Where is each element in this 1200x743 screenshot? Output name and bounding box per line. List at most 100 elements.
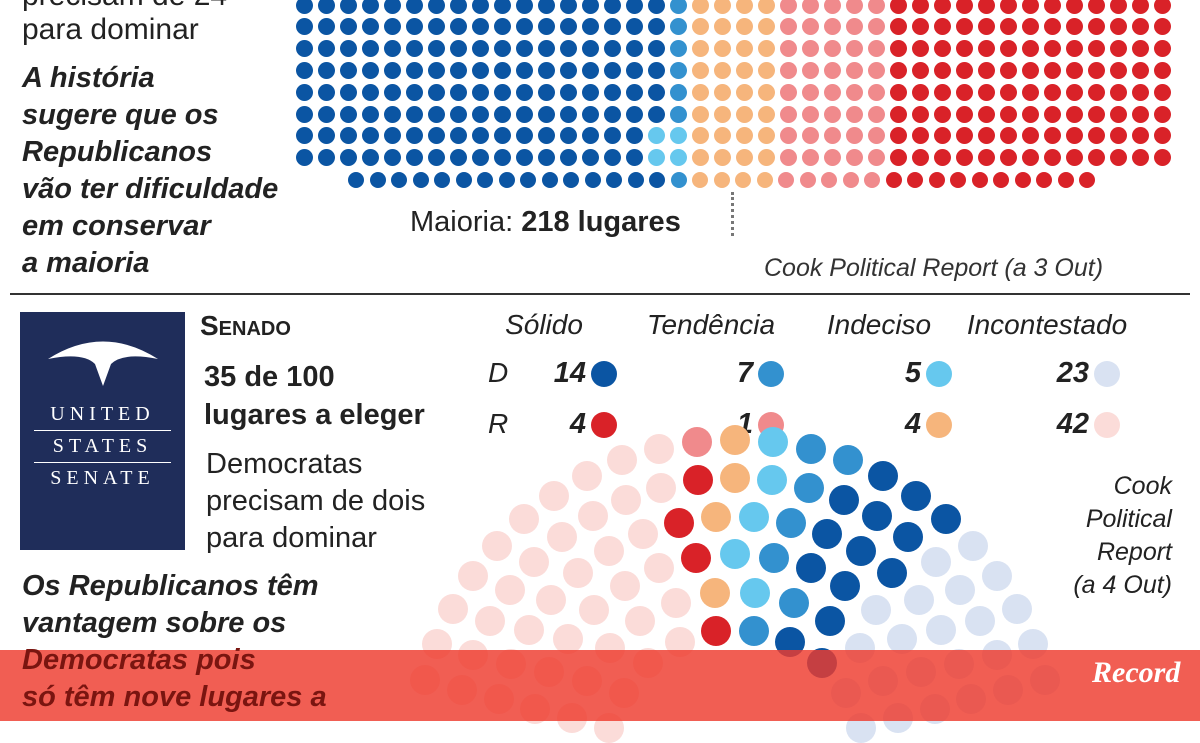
house-seat (515, 61, 533, 79)
house-seat (493, 149, 511, 167)
house-seat (911, 40, 929, 58)
house-seat (756, 172, 773, 188)
house-seat (339, 149, 357, 167)
house-seat (801, 83, 819, 101)
house-seat (907, 172, 923, 188)
senate-seat (926, 615, 957, 646)
house-seat (999, 105, 1017, 123)
house-seat (1043, 61, 1061, 79)
senate-seat (720, 425, 750, 455)
house-seat (1153, 18, 1171, 36)
legend-value: 5 (904, 357, 921, 389)
house-seat (339, 105, 357, 123)
house-seat (669, 40, 687, 58)
house-seat (603, 0, 621, 14)
line: Republicanos (22, 136, 213, 168)
senate-seat (495, 574, 526, 605)
house-seat (670, 172, 687, 188)
house-seat (1021, 18, 1039, 36)
house-seat (405, 61, 423, 79)
house-seat (955, 149, 973, 167)
house-seat (369, 172, 386, 188)
house-seat (339, 83, 357, 101)
house-seat (493, 18, 511, 36)
house-seat (383, 0, 401, 14)
house-seat (757, 105, 775, 123)
house-seat (471, 83, 489, 101)
house-seat (520, 172, 536, 188)
house-seat (669, 18, 687, 36)
house-seat (339, 61, 357, 79)
house-seat (1021, 61, 1039, 79)
house-seat (1014, 172, 1031, 188)
house-seat (559, 127, 577, 145)
senate-seat (720, 539, 750, 569)
house-seat (493, 40, 511, 58)
house-seat (1021, 127, 1039, 145)
house-seat (1087, 83, 1105, 101)
legend-header: Incontestado (966, 309, 1128, 340)
legend-swatch (1094, 361, 1120, 387)
house-seat (471, 61, 489, 79)
house-seat (1043, 127, 1061, 145)
house-seat (647, 127, 665, 145)
house-seat (449, 18, 467, 36)
house-seat (779, 83, 797, 101)
legend-swatch (926, 361, 952, 387)
house-seat (559, 61, 577, 79)
house-seat (361, 105, 379, 123)
senate-seat (779, 587, 810, 618)
house-seat (977, 18, 995, 36)
house-seat (1021, 40, 1039, 58)
house-seat (581, 40, 599, 58)
house-seat (317, 105, 335, 123)
house-seat (669, 0, 687, 14)
house-seat (801, 40, 819, 58)
house-seat (1153, 61, 1171, 79)
house-seat (603, 61, 621, 79)
record-logo[interactable]: Record (1092, 656, 1181, 689)
house-seat (493, 105, 511, 123)
senate-seat (846, 536, 877, 567)
senate-seat (481, 531, 512, 562)
house-seat (361, 149, 379, 167)
senate-seat (682, 465, 713, 496)
house-seat (471, 18, 489, 36)
senate-seat (720, 463, 750, 493)
house-seat (977, 0, 995, 14)
house-seat (581, 0, 599, 14)
senate-seat (457, 561, 488, 592)
legend-swatch (926, 412, 952, 438)
house-seat (584, 172, 601, 188)
house-seat (735, 0, 753, 14)
line: para dominar (206, 522, 377, 554)
house-seat (823, 61, 841, 79)
house-seat (339, 0, 357, 14)
house-seat (950, 172, 966, 188)
senate-seat (437, 594, 468, 625)
house-seat (537, 40, 555, 58)
house-seat (845, 0, 863, 14)
house-seat (383, 18, 401, 36)
house-seat (1043, 105, 1061, 123)
house-seat (515, 149, 533, 167)
brand-banner (0, 650, 1200, 721)
line: sugere que os (22, 99, 219, 131)
logo-text: STATES (52, 435, 153, 457)
house-seat (757, 0, 775, 14)
house-seat (1109, 18, 1127, 36)
senate-seat (958, 531, 989, 562)
house-seat (647, 18, 665, 36)
house-seat (1065, 0, 1083, 14)
house-seat (911, 18, 929, 36)
house-seat (1153, 40, 1171, 58)
house-seat (845, 105, 863, 123)
senate-seat (553, 623, 584, 654)
house-seat (317, 40, 335, 58)
house-seat (1021, 0, 1039, 14)
house-seat (317, 0, 335, 14)
senate-seat (738, 501, 769, 532)
senate-seat (900, 480, 931, 511)
house-seat (581, 127, 599, 145)
house-seat (427, 0, 445, 14)
